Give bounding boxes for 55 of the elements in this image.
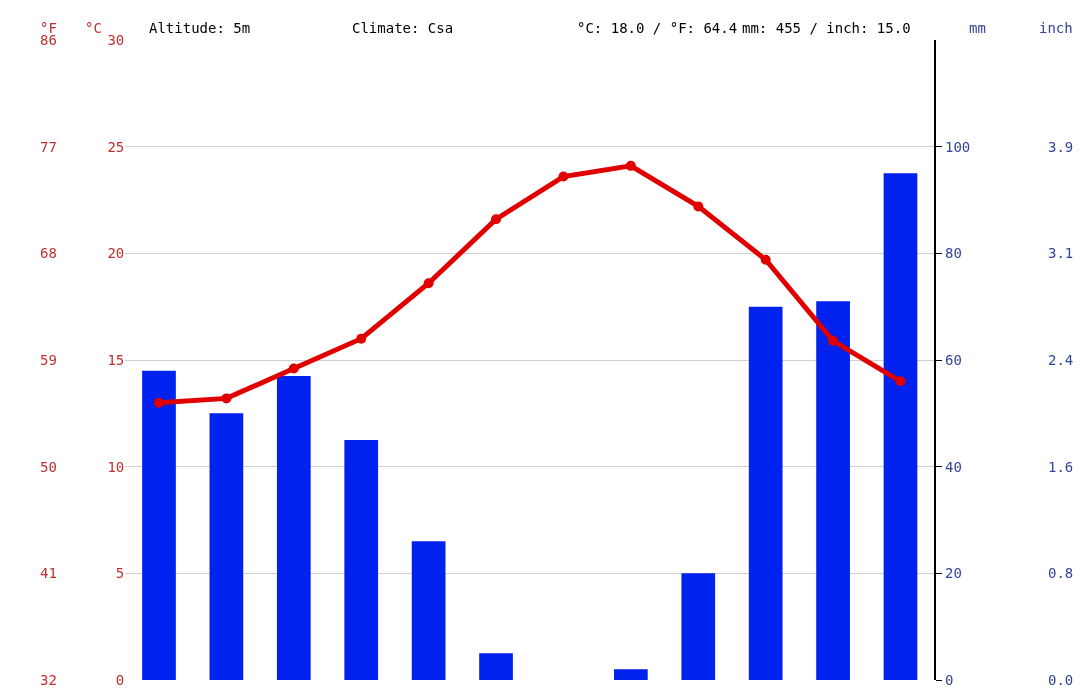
y-tick-label: 25 bbox=[107, 138, 125, 155]
text: 2.4 bbox=[1048, 352, 1074, 368]
bar bbox=[142, 370, 176, 680]
point bbox=[491, 214, 502, 225]
y-tick-label: 10 bbox=[107, 458, 125, 475]
point bbox=[693, 201, 704, 212]
bar bbox=[816, 301, 850, 680]
bar bbox=[209, 413, 244, 680]
y-axis-title: °C bbox=[85, 20, 102, 36]
text: mm: 455 / inch: 15.0 bbox=[742, 20, 911, 36]
y2-axis-title: mm bbox=[969, 20, 986, 36]
y2-tick-label: 40 bbox=[945, 458, 962, 475]
point bbox=[558, 171, 569, 182]
bar bbox=[883, 173, 918, 680]
text: 1.6 bbox=[1048, 459, 1074, 475]
point bbox=[895, 376, 906, 387]
point bbox=[828, 335, 839, 346]
y2-tick-label: 0 bbox=[945, 671, 954, 688]
point bbox=[625, 160, 636, 171]
point bbox=[221, 393, 232, 404]
y2-tick-label: 20 bbox=[945, 565, 962, 582]
text: inch bbox=[1039, 20, 1073, 36]
bar bbox=[614, 669, 648, 680]
point bbox=[760, 254, 771, 265]
y3-tick-label: 77 bbox=[40, 139, 57, 155]
bar bbox=[681, 573, 716, 680]
text: 3.1 bbox=[1048, 245, 1074, 261]
point bbox=[423, 278, 434, 289]
point bbox=[356, 333, 367, 344]
bar bbox=[748, 306, 783, 680]
y2-tick-label: 100 bbox=[945, 138, 971, 155]
y3-tick-label: 50 bbox=[40, 459, 57, 475]
text: 3.9 bbox=[1048, 139, 1074, 155]
y-tick-label: 20 bbox=[107, 245, 125, 262]
bar bbox=[344, 440, 379, 680]
text: Altitude: 5m bbox=[149, 20, 251, 36]
point bbox=[153, 397, 164, 408]
text: Climate: Csa bbox=[352, 20, 454, 36]
bar bbox=[411, 541, 446, 680]
bar bbox=[479, 653, 513, 680]
text: °C: 18.0 / °F: 64.4 bbox=[577, 20, 738, 36]
y3-tick-label: 68 bbox=[40, 245, 57, 261]
point bbox=[288, 363, 299, 374]
y2-tick-label: 60 bbox=[945, 351, 962, 368]
y3-tick-label: 41 bbox=[40, 565, 57, 581]
y-tick-label: 30 bbox=[107, 31, 125, 48]
text: 0.8 bbox=[1048, 565, 1074, 581]
y3-tick-label: 32 bbox=[40, 672, 57, 688]
y2-tick-label: 80 bbox=[945, 245, 962, 262]
y-tick-label: 5 bbox=[115, 565, 125, 582]
y-tick-label: 0 bbox=[115, 671, 125, 688]
text: 0.0 bbox=[1048, 672, 1074, 688]
bar bbox=[276, 376, 311, 680]
y3-tick-label: 59 bbox=[40, 352, 57, 368]
y-tick-label: 15 bbox=[107, 351, 125, 368]
